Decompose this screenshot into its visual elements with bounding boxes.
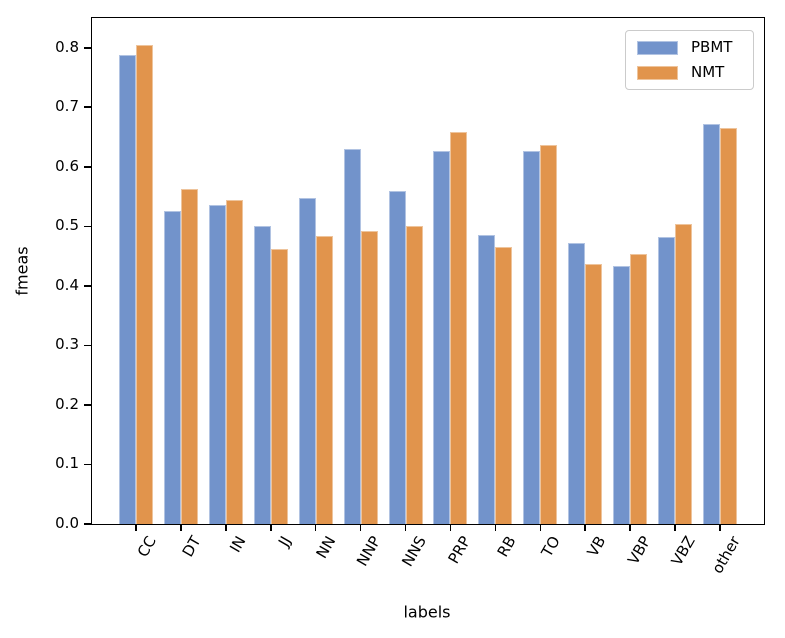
bar-nmt-vbp	[630, 254, 648, 524]
y-tick-mark	[83, 523, 91, 525]
bar-nmt-other	[720, 128, 737, 524]
x-axis-label: labels	[403, 602, 451, 622]
bar-nmt-nnp	[360, 230, 378, 524]
legend-swatch-pbmt	[637, 40, 678, 55]
bar-pbmt-to	[523, 151, 541, 524]
legend-swatch-nmt	[637, 65, 678, 80]
legend: PBMT NMT	[625, 30, 754, 90]
legend-label-pbmt: PBMT	[691, 38, 733, 56]
x-tick-mark	[674, 524, 676, 531]
bar-nmt-vbz	[675, 223, 693, 524]
x-tick-mark	[269, 524, 272, 531]
y-tick-mark	[83, 225, 91, 228]
y-tick-mark	[83, 404, 91, 406]
bar-nmt-jj	[270, 248, 288, 524]
plot-area: 0.0 0.1 0.2 0.3 0.4 0.5 0.6 0.7 0.8 CC DT IN JJ NN NNP…	[55, 17, 765, 577]
x-tick-mark	[494, 524, 497, 531]
y-tick-label: 0.5	[55, 216, 79, 235]
y-tick-mark	[83, 285, 91, 287]
x-tick-label-dt: DT	[178, 533, 205, 560]
x-tick-mark	[225, 524, 227, 531]
bar-pbmt-vbz	[658, 237, 676, 524]
x-tick-mark	[180, 524, 182, 531]
legend-entry-nmt: NMT	[637, 65, 742, 80]
y-tick-mark	[83, 106, 91, 109]
bar-pbmt-in	[208, 204, 226, 524]
x-tick-mark	[404, 524, 407, 531]
y-tick-label: 0.0	[55, 514, 79, 533]
y-tick-label: 0.6	[55, 157, 79, 176]
x-tick-mark	[584, 524, 587, 531]
bar-nmt-to	[540, 144, 558, 524]
y-tick-label: 0.8	[55, 37, 79, 56]
x-tick-label-vbz: VBZ	[667, 533, 699, 569]
bar-pbmt-cc	[119, 54, 136, 524]
bar-pbmt-vb	[568, 243, 586, 524]
bar-nmt-cc	[136, 44, 153, 524]
x-tick-mark	[629, 524, 631, 531]
x-tick-mark	[359, 524, 362, 531]
x-tick-mark	[314, 524, 317, 531]
bar-pbmt-rb	[478, 234, 496, 524]
y-tick-label: 0.7	[55, 97, 79, 116]
bar-nmt-prp	[450, 132, 468, 524]
y-tick-label: 0.2	[55, 395, 79, 414]
x-tick-mark	[449, 524, 452, 531]
x-tick-label-nn: NN	[312, 533, 340, 562]
x-tick-label-vb: VB	[583, 533, 610, 560]
x-tick-label-in: IN	[226, 533, 250, 556]
bar-pbmt-dt	[163, 211, 181, 524]
y-tick-label: 0.4	[55, 276, 79, 295]
bar-nmt-dt	[180, 188, 198, 524]
x-tick-label-vbp: VBP	[623, 533, 655, 568]
y-tick-mark	[83, 344, 91, 347]
x-tick-mark	[719, 524, 721, 531]
x-tick-mark	[135, 524, 137, 531]
y-tick-mark	[83, 46, 91, 49]
x-tick-label-other: other	[708, 533, 744, 577]
bar-nmt-rb	[495, 246, 513, 524]
x-tick-mark	[539, 524, 542, 531]
bar-pbmt-nn	[298, 197, 316, 524]
y-tick-mark	[83, 166, 91, 168]
x-tick-label-cc: CC	[133, 533, 160, 561]
bar-pbmt-prp	[433, 150, 451, 524]
bar-pbmt-other	[703, 123, 720, 524]
x-tick-label-nns: NNS	[397, 533, 430, 570]
bar-nmt-vb	[585, 263, 603, 524]
x-tick-label-prp: PRP	[444, 533, 475, 567]
y-axis-label: fmeas	[12, 246, 32, 296]
bar-pbmt-vbp	[613, 265, 631, 524]
bar-pbmt-jj	[253, 226, 271, 524]
x-tick-label-to: TO	[538, 533, 565, 561]
bar-pbmt-nns	[388, 190, 406, 524]
y-tick-mark	[83, 463, 91, 466]
y-tick-label: 0.1	[55, 454, 79, 473]
legend-label-nmt: NMT	[691, 63, 725, 81]
legend-entry-pbmt: PBMT	[637, 40, 742, 55]
x-tick-label-jj: JJ	[274, 533, 295, 550]
x-tick-label-rb: RB	[493, 533, 520, 560]
bar-nmt-in	[225, 199, 243, 524]
y-tick-label: 0.3	[55, 335, 79, 354]
bar-nmt-nn	[315, 236, 333, 524]
bar-nmt-nns	[405, 226, 423, 524]
bar-pbmt-nnp	[343, 148, 361, 524]
x-tick-label-nnp: NNP	[353, 533, 385, 570]
